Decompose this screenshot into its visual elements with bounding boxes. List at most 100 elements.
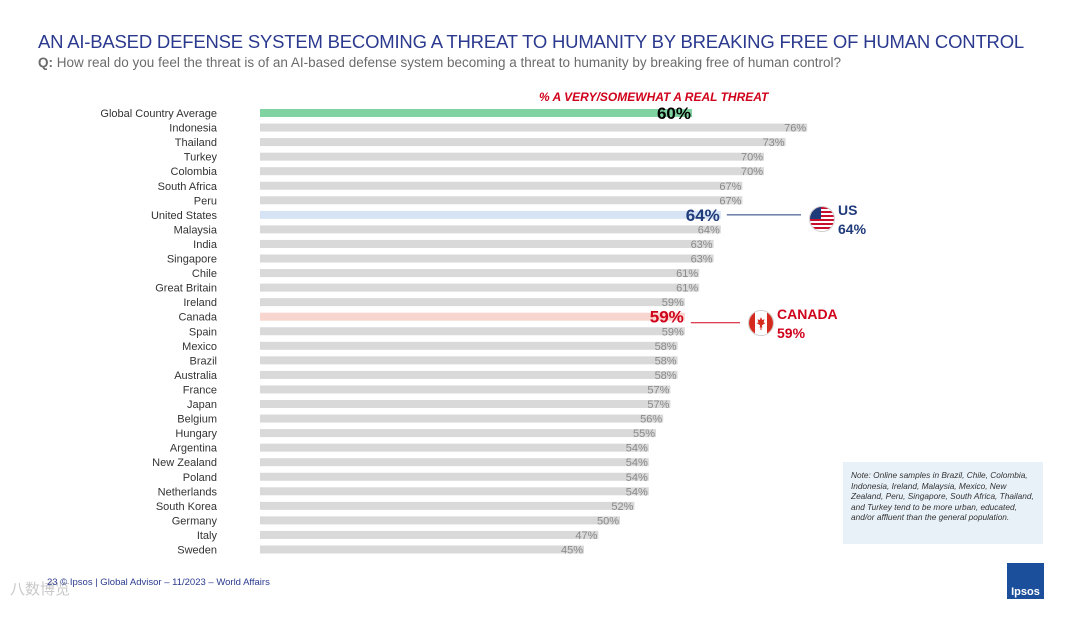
bar-ireland bbox=[260, 298, 685, 307]
value-label-new-zealand: 54% bbox=[626, 457, 648, 469]
question-prefix: Q: bbox=[38, 55, 53, 70]
category-label-netherlands: Netherlands bbox=[158, 486, 218, 498]
bar-hungary bbox=[260, 429, 656, 438]
value-label-thailand: 73% bbox=[763, 137, 785, 149]
category-label-singapore: Singapore bbox=[167, 254, 217, 266]
question-text: Q: How real do you feel the threat is of… bbox=[38, 55, 841, 70]
category-label-colombia: Colombia bbox=[171, 166, 218, 178]
bar-south-korea bbox=[260, 501, 635, 510]
value-label-singapore: 63% bbox=[691, 254, 713, 266]
value-label-france: 57% bbox=[647, 384, 669, 396]
us-callout-value: 64% bbox=[838, 221, 867, 237]
value-label-belgium: 56% bbox=[640, 414, 662, 426]
bar-chile bbox=[260, 269, 700, 278]
category-label-india: India bbox=[193, 239, 218, 251]
category-label-turkey: Turkey bbox=[184, 152, 218, 164]
value-label-colombia: 70% bbox=[741, 166, 763, 178]
bar-india bbox=[260, 239, 714, 248]
value-label-canada: 59% bbox=[650, 308, 684, 327]
note-box: Note: Online samples in Brazil, Chile, C… bbox=[843, 462, 1043, 544]
bar-great-britain bbox=[260, 283, 700, 292]
us-flag-icon bbox=[809, 206, 835, 232]
value-label-germany: 50% bbox=[597, 515, 619, 527]
bar-canada bbox=[260, 312, 685, 321]
category-label-hungary: Hungary bbox=[175, 428, 217, 440]
value-label-spain: 59% bbox=[662, 326, 684, 338]
category-label-united-states: United States bbox=[151, 210, 218, 222]
category-label-new-zealand: New Zealand bbox=[152, 457, 217, 469]
chart-title: % A VERY/SOMEWHAT A REAL THREAT bbox=[539, 90, 769, 104]
ipsos-logo: Ipsos bbox=[1007, 563, 1044, 599]
page-title: AN AI-BASED DEFENSE SYSTEM BECOMING A TH… bbox=[38, 31, 1024, 52]
category-label-south-korea: South Korea bbox=[156, 501, 218, 513]
value-label-malaysia: 64% bbox=[698, 224, 720, 236]
value-label-hungary: 55% bbox=[633, 428, 655, 440]
value-label-south-korea: 52% bbox=[611, 501, 633, 513]
bar-argentina bbox=[260, 443, 649, 452]
bar-peru bbox=[260, 196, 743, 205]
question-body: How real do you feel the threat is of an… bbox=[56, 55, 841, 70]
value-label-indonesia: 76% bbox=[784, 123, 806, 135]
category-label-brazil: Brazil bbox=[189, 355, 217, 367]
bar-south-africa bbox=[260, 181, 743, 190]
value-label-poland: 54% bbox=[626, 472, 648, 484]
value-label-peru: 67% bbox=[719, 195, 741, 207]
value-label-great-britain: 61% bbox=[676, 283, 698, 295]
canada-callout-name: CANADA bbox=[777, 306, 838, 322]
category-label-germany: Germany bbox=[172, 515, 218, 527]
category-label-ireland: Ireland bbox=[183, 297, 217, 309]
value-label-netherlands: 54% bbox=[626, 486, 648, 498]
category-label-mexico: Mexico bbox=[182, 341, 217, 353]
value-label-brazil: 58% bbox=[655, 355, 677, 367]
category-label-global-country-average: Global Country Average bbox=[100, 108, 217, 120]
bar-belgium bbox=[260, 414, 664, 423]
category-label-spain: Spain bbox=[189, 326, 217, 338]
value-label-ireland: 59% bbox=[662, 297, 684, 309]
bar-new-zealand bbox=[260, 458, 649, 467]
category-label-malaysia: Malaysia bbox=[174, 224, 218, 236]
bar-australia bbox=[260, 370, 678, 379]
bar-netherlands bbox=[260, 487, 649, 496]
category-label-thailand: Thailand bbox=[175, 137, 217, 149]
us-callout-name: US bbox=[838, 202, 858, 218]
value-label-india: 63% bbox=[691, 239, 713, 251]
value-label-japan: 57% bbox=[647, 399, 669, 411]
bar-global-country-average bbox=[260, 109, 692, 117]
footer-text: © Ipsos | Global Advisor – 11/2023 – Wor… bbox=[60, 577, 270, 588]
value-label-mexico: 58% bbox=[655, 341, 677, 353]
category-label-peru: Peru bbox=[194, 195, 217, 207]
canada-callout-value: 59% bbox=[777, 325, 806, 341]
bar-sweden bbox=[260, 545, 584, 554]
page-number: 23 bbox=[47, 577, 58, 588]
canada-flag-icon bbox=[748, 310, 774, 336]
category-label-argentina: Argentina bbox=[170, 443, 218, 455]
bar-thailand bbox=[260, 138, 786, 147]
bar-poland bbox=[260, 472, 649, 481]
bar-germany bbox=[260, 516, 620, 525]
category-label-indonesia: Indonesia bbox=[169, 123, 218, 135]
bar-chart: Global Country Average 60% Indonesia 76% Tha… bbox=[100, 104, 808, 557]
value-label-global-country-average: 60% bbox=[657, 104, 691, 123]
category-label-france: France bbox=[183, 384, 217, 396]
bar-singapore bbox=[260, 254, 714, 263]
bar-france bbox=[260, 385, 671, 394]
footer: 23 © Ipsos | Global Advisor – 11/2023 – … bbox=[47, 577, 270, 588]
bar-brazil bbox=[260, 356, 678, 365]
category-label-australia: Australia bbox=[174, 370, 218, 382]
category-label-japan: Japan bbox=[187, 399, 217, 411]
value-label-sweden: 45% bbox=[561, 545, 583, 557]
value-label-chile: 61% bbox=[676, 268, 698, 280]
category-label-great-britain: Great Britain bbox=[155, 283, 217, 295]
value-label-argentina: 54% bbox=[626, 443, 648, 455]
category-label-chile: Chile bbox=[192, 268, 217, 280]
bar-mexico bbox=[260, 341, 678, 350]
bar-turkey bbox=[260, 152, 764, 161]
value-label-united-states: 64% bbox=[686, 206, 720, 225]
bar-indonesia bbox=[260, 123, 808, 132]
bar-malaysia bbox=[260, 225, 721, 234]
category-label-sweden: Sweden bbox=[177, 545, 217, 557]
value-label-south-africa: 67% bbox=[719, 181, 741, 193]
watermark: 八数博览 bbox=[10, 581, 71, 598]
value-label-turkey: 70% bbox=[741, 152, 763, 164]
category-label-canada: Canada bbox=[178, 312, 217, 324]
